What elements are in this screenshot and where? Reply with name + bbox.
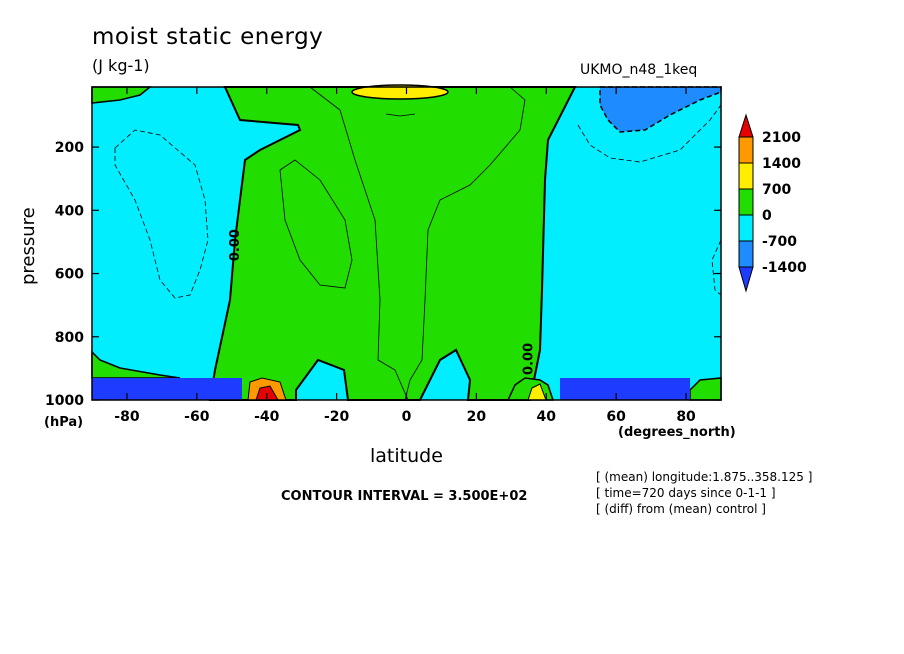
- y-tick-label: 1000: [45, 393, 84, 409]
- colorbar-segment: [738, 214, 754, 242]
- x-tick-label: -80: [114, 409, 140, 425]
- positive-contour-1: [279, 159, 353, 289]
- y-axis-label: pressure: [18, 207, 39, 285]
- colorbar-label: 0: [762, 208, 772, 224]
- note-longitude: [ (mean) longitude:1.875..358.125 ]: [596, 470, 813, 484]
- chart-units: (J kg-1): [92, 56, 150, 75]
- colorbar-label: 700: [762, 182, 791, 198]
- note-time: [ time=720 days since 0-1-1 ]: [596, 486, 776, 500]
- colorbar-segment: [738, 162, 754, 190]
- contour-label: 0.00: [521, 343, 536, 375]
- y-axis-unit: (hPa): [44, 415, 84, 430]
- negative-contour-1: [114, 129, 209, 299]
- positive-contour-4: [385, 113, 416, 117]
- x-tick-label: 80: [676, 409, 696, 425]
- chart-title: moist static energy: [92, 24, 324, 50]
- colorbar-label: 1400: [762, 156, 801, 172]
- y-tick-label: 800: [55, 330, 84, 346]
- colorbar-cap-bottom: [738, 266, 754, 293]
- x-tick-label: -60: [184, 409, 210, 425]
- x-axis-label: latitude: [370, 445, 443, 467]
- x-tick-label: -20: [324, 409, 350, 425]
- x-tick-label: 40: [537, 409, 557, 425]
- contour-interval-text: CONTOUR INTERVAL = 3.500E+02: [281, 489, 528, 504]
- y-tick-label: 600: [55, 267, 84, 283]
- y-tick-label: 200: [55, 140, 84, 156]
- x-tick-label: 20: [467, 409, 487, 425]
- colorbar-segment: [738, 188, 754, 216]
- colorbar-label: -700: [762, 234, 797, 250]
- note-diff: [ (diff) from (mean) control ]: [596, 502, 766, 516]
- x-axis: -80 -60 -40 -20 0 20 40 60 80: [114, 87, 696, 425]
- positive-contour-2: [309, 86, 409, 401]
- negative-strong-left: [92, 378, 242, 400]
- negative-contour-3: [711, 239, 722, 296]
- negative-strong-right: [560, 378, 690, 400]
- colorbar-cap-top: [738, 113, 754, 138]
- x-tick-label: 0: [402, 409, 412, 425]
- colorbar-label: -1400: [762, 260, 807, 276]
- colorbar: 2100 1400 700 0 -700 -1400: [738, 113, 807, 293]
- model-label: UKMO_n48_1keq: [580, 62, 698, 78]
- y-axis: 200 400 600 800 1000: [45, 140, 721, 409]
- x-tick-label: 60: [606, 409, 626, 425]
- colorbar-label: 2100: [762, 130, 801, 146]
- y-tick-label: 400: [55, 203, 84, 219]
- negative-contour-2: [577, 104, 722, 163]
- x-axis-unit: (degrees_north): [618, 425, 736, 440]
- colorbar-segment: [738, 240, 754, 268]
- contour-labels: 0.00 0.00: [228, 229, 537, 375]
- positive-mid-blob: [351, 84, 449, 100]
- positive-contour-3: [404, 86, 526, 401]
- contour-label: 0.00: [228, 229, 243, 261]
- colorbar-segment: [738, 136, 754, 164]
- x-tick-label: -40: [254, 409, 280, 425]
